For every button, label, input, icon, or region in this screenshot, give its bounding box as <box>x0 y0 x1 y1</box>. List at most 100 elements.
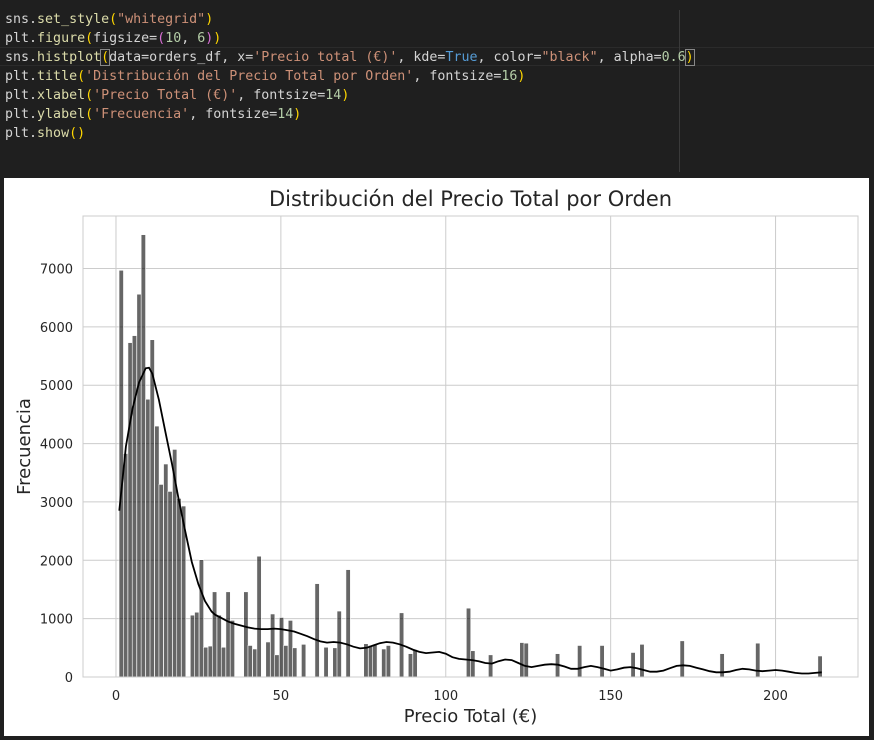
code-line[interactable]: sns.set_style("whitegrid") <box>5 10 694 29</box>
code-token: ( <box>77 69 86 84</box>
chart-title: Distribución del Precio Total por Orden <box>269 187 672 211</box>
histogram-bar <box>274 654 280 678</box>
code-token: show <box>37 126 70 141</box>
code-token: ) <box>77 126 86 141</box>
code-token: "black" <box>541 50 598 65</box>
y-tick-label: 0 <box>65 671 73 686</box>
histogram-bar <box>385 645 391 678</box>
code-token: ) <box>205 31 214 46</box>
editor-ruler <box>679 10 680 172</box>
code-token: alpha <box>613 50 654 65</box>
code-token: = <box>141 50 150 65</box>
code-token: ) <box>517 69 526 84</box>
histogram-bar <box>323 646 329 678</box>
histogram-bar <box>158 484 164 678</box>
code-token: , <box>477 50 494 65</box>
code-token: ( <box>69 126 78 141</box>
histogram-bar <box>679 640 685 678</box>
histogram-bar <box>176 498 182 678</box>
histogram-bar <box>140 234 146 678</box>
histogram-bar <box>270 613 276 678</box>
code-block[interactable]: sns.set_style("whitegrid") plt.figure(fig… <box>5 10 695 143</box>
code-token: ylabel <box>37 107 86 122</box>
histogram-bar <box>332 647 338 678</box>
code-token: . <box>29 31 38 46</box>
code-line[interactable]: plt.figure(figsize=(10, 6)) <box>5 29 694 48</box>
histogram-bar <box>345 569 351 678</box>
y-tick-label: 7000 <box>40 263 73 278</box>
code-token: set_style <box>37 12 110 27</box>
histogram-bar <box>336 610 342 678</box>
x-tick-label: 150 <box>598 689 623 704</box>
histogram-bar <box>225 591 231 678</box>
histogram-bars <box>118 234 823 678</box>
tick-labels: 0 50 100 150 2000100020003000400050006000700… <box>40 263 788 704</box>
code-token: . <box>29 12 38 27</box>
code-token: sns <box>5 50 30 65</box>
code-token: kde <box>413 50 438 65</box>
code-token: , <box>189 107 206 122</box>
code-token: x <box>237 50 246 65</box>
code-line[interactable]: sns.histplot(data=orders_df, x='Precio t… <box>5 48 695 67</box>
histogram-bar <box>212 591 218 678</box>
histogram-bar <box>599 645 605 678</box>
code-token: , <box>397 50 414 65</box>
code-token: ( <box>100 49 111 66</box>
histogram-bar <box>149 339 155 678</box>
histogram-bar <box>123 453 129 678</box>
histogram-bar <box>189 614 196 678</box>
code-token: 'Frecuencia' <box>93 107 190 122</box>
histogram-bar <box>247 645 253 678</box>
code-token: = <box>437 50 446 65</box>
code-line[interactable]: plt.show() <box>5 124 694 143</box>
code-token: ) <box>213 31 222 46</box>
histogram-bar <box>719 653 725 678</box>
histogram-bar <box>630 652 636 678</box>
histogram-bar <box>381 648 387 678</box>
code-token: 'Precio Total (€)' <box>93 88 238 103</box>
code-token: orders_df <box>149 50 222 65</box>
histogram-bar <box>145 398 151 678</box>
histogram-bar <box>216 614 222 678</box>
code-line[interactable]: plt.xlabel('Precio Total (€)', fontsize=… <box>5 86 694 105</box>
plot-frame <box>82 215 859 678</box>
x-tick-label: 50 <box>273 689 290 704</box>
code-token: xlabel <box>37 88 86 103</box>
code-line[interactable]: plt.title('Distribución del Precio Total… <box>5 67 694 86</box>
code-token: . <box>29 69 38 84</box>
histogram-bar <box>519 642 525 678</box>
histogram-bar <box>252 648 258 678</box>
code-editor[interactable]: sns.set_style("whitegrid") plt.figure(fig… <box>0 0 874 172</box>
code-token: , <box>181 31 198 46</box>
code-token: sns <box>5 12 30 27</box>
code-token: ) <box>684 49 695 66</box>
histogram-bar <box>488 654 494 678</box>
histogram-bar <box>470 650 476 678</box>
code-token: title <box>37 69 78 84</box>
histogram-bar <box>243 591 249 678</box>
histogram-bar <box>131 335 137 678</box>
code-token: . <box>29 126 38 141</box>
code-line[interactable]: plt.ylabel('Frecuencia', fontsize=14) <box>5 105 694 124</box>
histogram-bar <box>755 642 761 678</box>
code-token: 'Precio total (€)' <box>253 50 398 65</box>
histogram-bar <box>577 645 583 678</box>
histogram-bar <box>817 655 823 678</box>
histogram-bar <box>639 644 645 678</box>
histogram-bar <box>203 646 209 678</box>
kde-curve <box>118 366 822 675</box>
code-token: fontsize <box>205 107 270 122</box>
histogram-bar <box>265 641 271 678</box>
histogram-bar <box>207 645 213 678</box>
x-tick-label: 0 <box>112 689 120 704</box>
histogram-bar <box>292 647 298 678</box>
code-token: histplot <box>37 50 102 65</box>
histogram-bar <box>301 644 307 678</box>
code-token: fontsize <box>429 69 494 84</box>
y-tick-label: 3000 <box>40 496 73 511</box>
y-axis-label: Frecuencia <box>14 398 35 495</box>
chart-figure: 0 50 100 150 200 0 1000 2000 3000 4000 5000 6000 700… <box>4 178 869 736</box>
code-token: 'Distribución del Precio Total por Orden… <box>85 69 414 84</box>
output-separator <box>0 172 874 178</box>
code-token: . <box>29 88 38 103</box>
